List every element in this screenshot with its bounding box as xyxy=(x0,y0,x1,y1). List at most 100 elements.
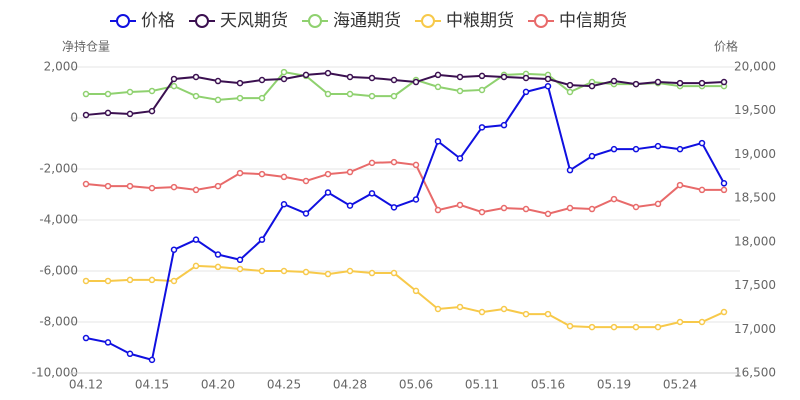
data-point xyxy=(258,94,266,102)
data-point xyxy=(170,75,178,83)
data-point xyxy=(390,204,398,211)
legend-marker xyxy=(534,14,548,28)
data-point xyxy=(192,92,200,100)
data-point xyxy=(192,186,200,194)
data-point xyxy=(258,236,266,243)
series-line xyxy=(85,72,725,116)
data-point xyxy=(192,73,200,81)
data-point xyxy=(148,107,156,115)
x-tick-label: 05.24 xyxy=(663,378,697,392)
data-point xyxy=(566,88,574,96)
data-point xyxy=(346,73,354,81)
data-point xyxy=(126,182,134,190)
data-point xyxy=(632,203,640,211)
data-point xyxy=(456,201,464,209)
legend-label: 价格 xyxy=(141,11,175,31)
x-tick-label: 05.16 xyxy=(531,378,565,392)
data-point xyxy=(214,263,222,271)
data-point xyxy=(500,121,508,129)
y-tick-label: -8,000 xyxy=(39,315,78,329)
data-point xyxy=(82,180,90,188)
data-point xyxy=(126,276,134,284)
data-point xyxy=(588,323,596,331)
data-point xyxy=(258,267,266,275)
data-point xyxy=(346,202,354,209)
data-point xyxy=(324,69,332,77)
data-point xyxy=(104,339,112,346)
data-point xyxy=(588,152,596,160)
data-point xyxy=(698,79,706,87)
data-point xyxy=(368,190,376,197)
y2-tick-label: 19,000 xyxy=(734,147,776,161)
data-point xyxy=(544,75,552,83)
data-point xyxy=(632,323,640,331)
data-point xyxy=(500,73,508,81)
data-point xyxy=(522,88,530,96)
legend-label: 天风期货 xyxy=(220,11,288,31)
data-point xyxy=(720,78,728,86)
data-point xyxy=(456,303,464,311)
data-point xyxy=(588,82,596,90)
data-point xyxy=(170,246,178,253)
data-point xyxy=(544,310,552,318)
data-point xyxy=(214,251,222,258)
data-point xyxy=(654,142,662,150)
data-point xyxy=(522,310,530,318)
data-point xyxy=(676,79,684,87)
legend-marker xyxy=(195,14,209,28)
y-tick-label: -10,000 xyxy=(32,366,78,380)
data-point xyxy=(566,322,574,330)
data-point xyxy=(544,210,552,218)
x-tick-label: 04.25 xyxy=(267,378,301,392)
y-tick-label: 0 xyxy=(70,111,78,125)
data-point xyxy=(654,323,662,331)
data-point xyxy=(214,182,222,190)
data-point xyxy=(434,71,442,79)
y-tick-label: -2,000 xyxy=(39,162,78,176)
data-point xyxy=(368,159,376,167)
data-point xyxy=(368,92,376,100)
data-point xyxy=(82,90,90,98)
legend-marker xyxy=(116,14,130,28)
data-point xyxy=(236,79,244,87)
legend-item: 中粮期货 xyxy=(415,11,514,31)
data-point xyxy=(390,92,398,100)
data-point xyxy=(456,155,464,162)
data-point xyxy=(632,145,640,153)
x-tick-label: 05.11 xyxy=(465,378,499,392)
data-point xyxy=(280,201,288,208)
y-tick-label: 2,000 xyxy=(44,60,78,74)
series-line xyxy=(85,161,724,215)
data-point xyxy=(148,87,156,95)
data-point xyxy=(324,90,332,98)
series-line xyxy=(86,264,725,329)
y-tick-label: -4,000 xyxy=(39,213,78,227)
data-point xyxy=(302,71,310,79)
data-point xyxy=(302,177,310,185)
data-point xyxy=(104,109,112,117)
series-line xyxy=(85,85,725,362)
data-point xyxy=(280,68,288,76)
data-point xyxy=(478,124,486,131)
data-point xyxy=(698,318,706,326)
data-point xyxy=(544,82,552,90)
data-point xyxy=(632,80,640,88)
data-point xyxy=(566,81,574,89)
data-point xyxy=(346,90,354,98)
data-point xyxy=(324,170,332,178)
y2-tick-label: 16,500 xyxy=(734,366,776,380)
data-point xyxy=(148,184,156,192)
y2-tick-label: 17,500 xyxy=(734,278,776,292)
data-point xyxy=(82,334,90,342)
x-tick-label: 04.20 xyxy=(201,378,235,392)
data-point xyxy=(126,110,134,118)
x-tick-label: 05.06 xyxy=(399,378,433,392)
data-point xyxy=(478,208,486,216)
data-point xyxy=(720,186,728,194)
data-point xyxy=(588,205,596,213)
data-point xyxy=(676,145,684,153)
data-point xyxy=(104,90,112,98)
data-point xyxy=(676,181,684,189)
data-point xyxy=(434,206,442,214)
data-point xyxy=(280,75,288,83)
